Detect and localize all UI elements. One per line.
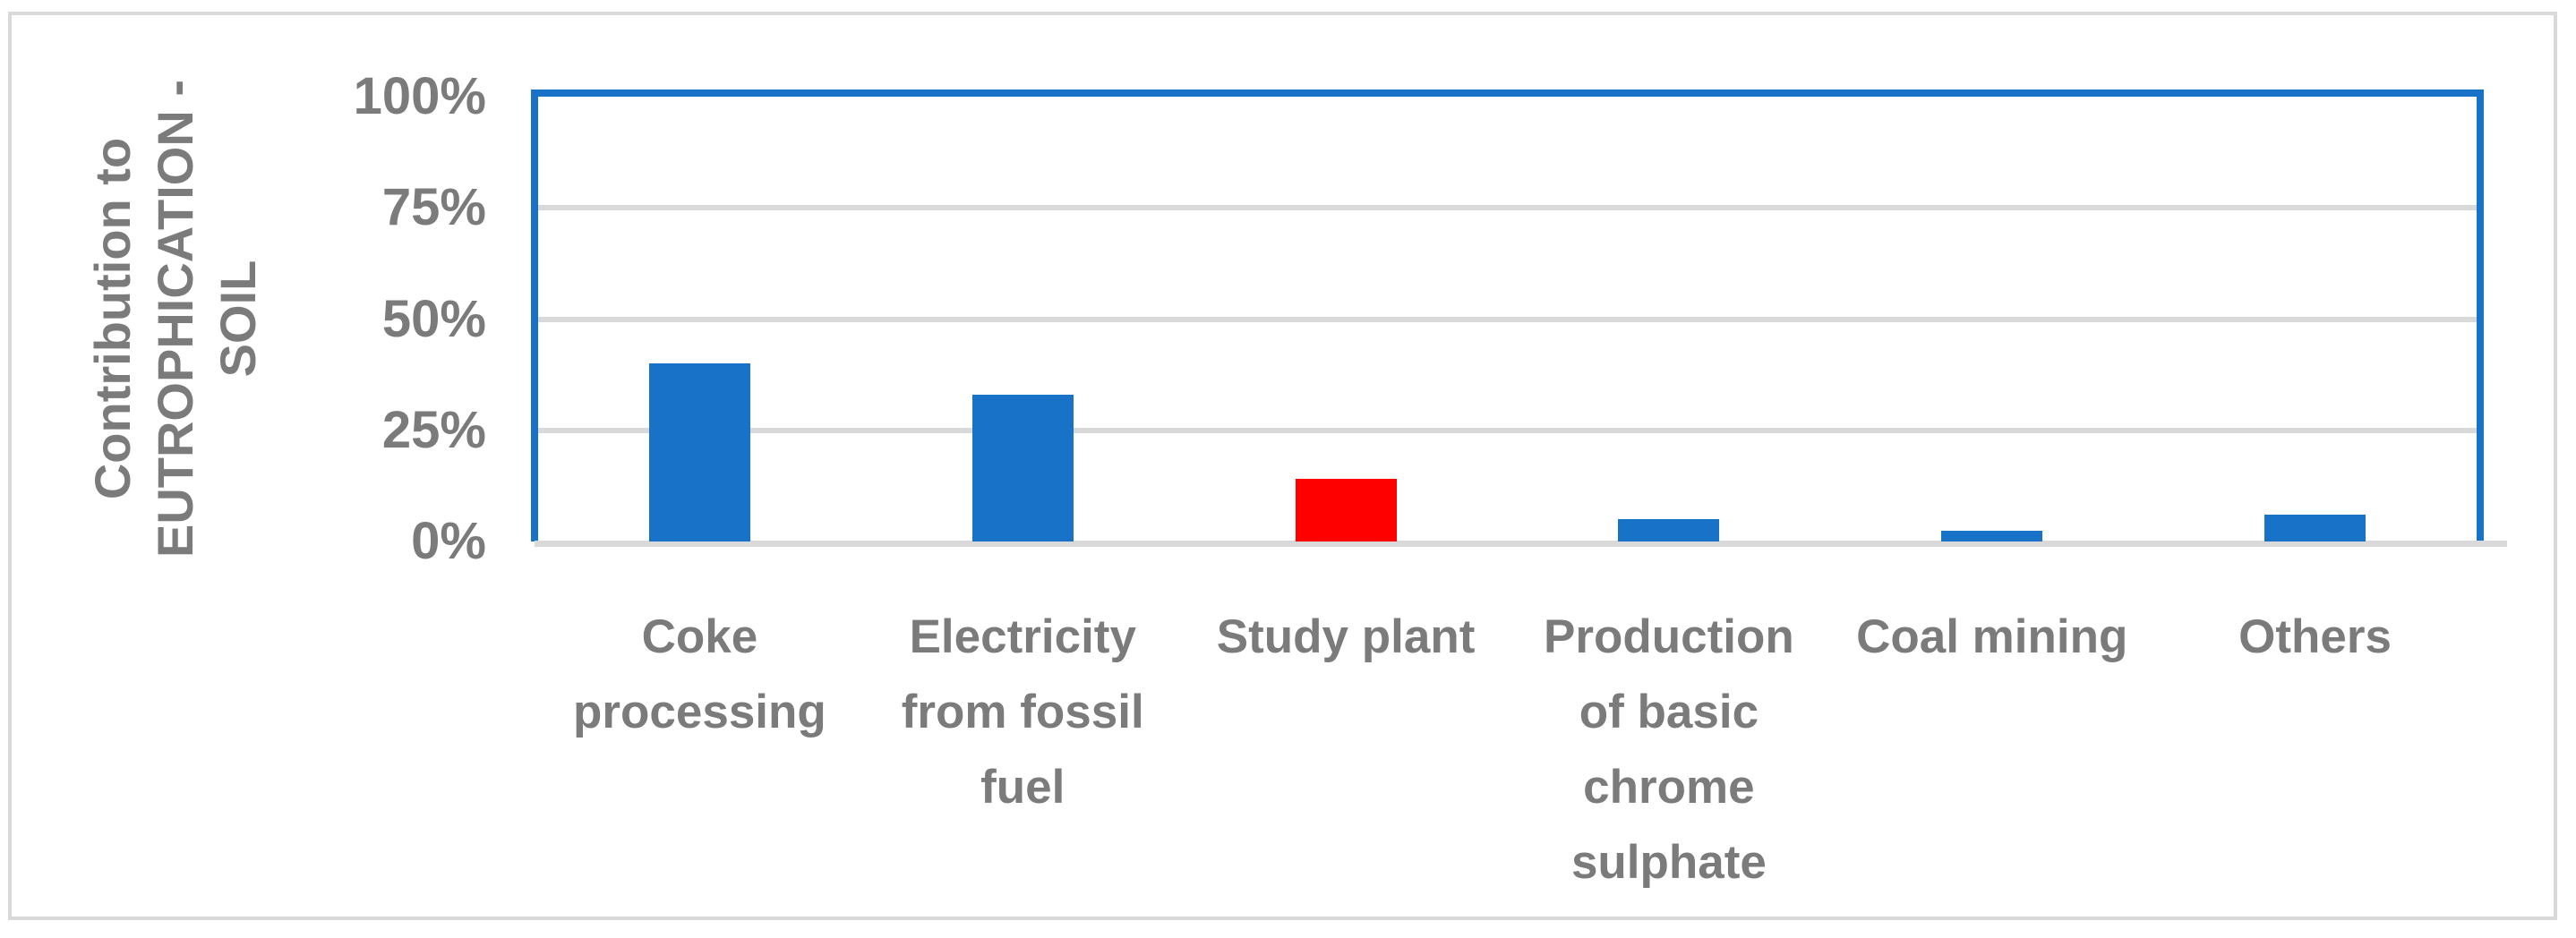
x-category-label-coal-mining: Coal mining (1856, 610, 2128, 663)
y-tick-label-75: 75% (381, 178, 486, 237)
bar-coke-processing (648, 363, 750, 541)
plot-area (531, 90, 2484, 541)
x-category-label-coke-processing: Coke processing (573, 610, 826, 738)
bar-others (2264, 515, 2366, 541)
y-tick-label-25: 25% (381, 400, 486, 459)
y-tick-label-50: 50% (381, 289, 486, 348)
gridline-75 (538, 205, 2477, 211)
bar-production-of-basic-chrome-sulphate (1618, 519, 1720, 541)
figure-border (8, 12, 2557, 920)
y-tick-label-0: 0% (411, 512, 486, 570)
x-category-label-others: Others (2238, 610, 2392, 663)
bar-study-plant (1295, 479, 1397, 541)
bar-electricity-from-fossil-fuel (971, 395, 1074, 541)
bar-coal-mining (1941, 530, 2043, 541)
gridline-25 (538, 427, 2477, 433)
x-axis-line (535, 541, 2507, 547)
gridline-50 (538, 316, 2477, 322)
x-category-label-study-plant: Study plant (1216, 610, 1476, 663)
y-tick-label-100: 100% (353, 67, 486, 125)
x-category-label-production-of-basic-chrome-sulphate: Production of basic chrome sulphate (1544, 610, 1794, 889)
x-category-label-electricity-from-fossil-fuel: Electricity from fossil fuel (901, 610, 1144, 814)
